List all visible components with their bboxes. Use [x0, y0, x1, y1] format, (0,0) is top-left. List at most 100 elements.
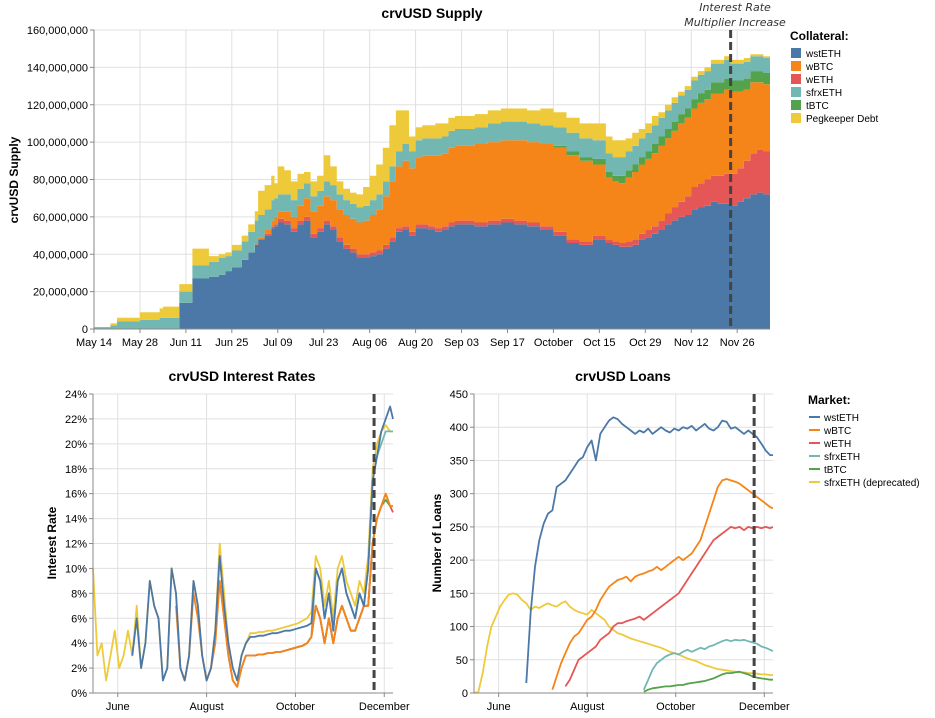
collateral-legend-title: Collateral: — [790, 29, 849, 43]
loans-xtick-label: August — [570, 701, 604, 713]
supply-xtick-label: Sep 17 — [490, 337, 525, 349]
rates-ytick-label: 4% — [71, 638, 87, 650]
legend-swatch-pegkeeper-debt — [791, 113, 801, 123]
rates-ytick-label: 22% — [65, 414, 87, 426]
loans-axes: 0 50 100 150 200 250 300 350 400 450 June August Oct… — [450, 389, 790, 713]
legend-swatch-tbtc — [791, 100, 801, 110]
loans-ytick-label: 450 — [450, 389, 468, 401]
supply-axes: 0 20,000,000 40,000,000 60,000,000 80,000,00… — [27, 25, 770, 349]
legend-label-tbtc: tBTC — [806, 101, 829, 112]
legend-label-wsteth: wstETH — [805, 49, 841, 60]
supply-ytick-label: 0 — [82, 324, 88, 336]
supply-chart-title: crvUSD Supply — [381, 5, 482, 21]
legend-swatch-sfrxeth — [791, 87, 801, 97]
loans-ytick-label: 300 — [450, 489, 468, 501]
supply-xtick-label: Nov 26 — [720, 337, 755, 349]
market-legend-label-weth: wETH — [823, 439, 851, 450]
supply-area-sfrxeth — [94, 56, 770, 329]
rates-ytick-label: 18% — [65, 464, 87, 476]
supply-ytick-label: 40,000,000 — [33, 249, 88, 261]
market-legend-label-wsteth: wstETH — [823, 413, 859, 424]
market-legend-label-tbtc: tBTC — [824, 465, 847, 476]
market-legend: Market: wstETH wBTC wETH sfrxETH tBTC sfrxETH … — [808, 393, 920, 489]
supply-xtick-label: Sep 03 — [444, 337, 479, 349]
annotation-line-1: Interest Rate — [699, 1, 771, 14]
loans-chart: crvUSD Loans Number of Loans 0 50 100 150 20… — [430, 368, 920, 713]
supply-ytick-label: 100,000,000 — [27, 137, 88, 149]
supply-xtick-label: May 14 — [76, 337, 112, 349]
supply-ytick-label: 80,000,000 — [33, 175, 88, 187]
rates-ytick-label: 14% — [65, 514, 87, 526]
supply-xtick-label: Oct 15 — [583, 337, 615, 349]
supply-xtick-label: Jul 23 — [309, 337, 338, 349]
supply-area-tbtc — [94, 71, 770, 329]
rates-ytick-label: 20% — [65, 439, 87, 451]
supply-xtick-label: Oct 29 — [629, 337, 661, 349]
loans-ytick-label: 150 — [450, 588, 468, 600]
supply-xtick-label: Aug 20 — [398, 337, 433, 349]
rates-line-wsteth — [131, 405, 394, 682]
rates-xtick-label: December — [359, 701, 410, 713]
rates-lines — [92, 405, 394, 688]
supply-area-wsteth — [94, 192, 770, 329]
rates-ytick-label: 12% — [65, 539, 87, 551]
loans-y-axis-title: Number of Loans — [430, 493, 444, 592]
supply-chart: crvUSD Supply crvUSD Supply 0 20,000,000 4… — [7, 1, 878, 349]
supply-ytick-label: 160,000,000 — [27, 25, 88, 37]
rates-ytick-label: 2% — [71, 663, 87, 675]
supply-ytick-label: 20,000,000 — [33, 287, 88, 299]
rates-chart-title: crvUSD Interest Rates — [168, 368, 315, 384]
rates-axes: 0% 2% 4% 6% 8% 10% 12% 14% 16% 18% 20% 22% 24% June Au… — [65, 389, 410, 713]
market-legend-label-sfrxeth-deprecated: sfrxETH (deprecated) — [824, 478, 920, 489]
loans-gridlines — [474, 393, 773, 694]
rates-line-wbtc — [175, 492, 393, 688]
rates-chart: crvUSD Interest Rates Interest Rate 0% 2%… — [45, 368, 410, 713]
rates-gridlines — [93, 393, 393, 694]
rates-ytick-label: 24% — [65, 389, 87, 401]
supply-ytick-label: 140,000,000 — [27, 62, 88, 74]
annotation-line-2: Multiplier Increase — [684, 16, 786, 29]
rates-ytick-label: 8% — [71, 588, 87, 600]
supply-xtick-label: Jun 25 — [215, 337, 248, 349]
loans-ytick-label: 350 — [450, 455, 468, 467]
loans-ytick-label: 200 — [450, 555, 468, 567]
legend-label-pegkeeper-debt: Pegkeeper Debt — [806, 114, 878, 125]
rates-xtick-label: October — [276, 701, 315, 713]
legend-swatch-wsteth — [791, 48, 801, 58]
loans-ytick-label: 50 — [456, 655, 468, 667]
supply-ytick-label: 60,000,000 — [33, 212, 88, 224]
legend-label-sfrxeth: sfrxETH — [806, 88, 842, 99]
supply-xtick-label: Jun 11 — [170, 337, 202, 349]
market-legend-label-sfrxeth: sfrxETH — [824, 452, 860, 463]
loans-chart-title: crvUSD Loans — [575, 368, 671, 384]
rates-ytick-label: 6% — [71, 613, 87, 625]
rates-ytick-label: 10% — [65, 563, 87, 575]
legend-swatch-wbtc — [791, 61, 801, 71]
loans-ytick-label: 250 — [450, 522, 468, 534]
supply-xtick-label: Jul 09 — [263, 337, 292, 349]
market-legend-label-wbtc: wBTC — [823, 426, 851, 437]
supply-y-axis-title: crvUSD Supply — [7, 136, 21, 223]
rates-ytick-label: 0% — [71, 688, 87, 700]
loans-line-wsteth — [525, 416, 773, 684]
rates-ytick-label: 16% — [65, 489, 87, 501]
supply-xtick-label: Aug 06 — [352, 337, 387, 349]
supply-xtick-label: Nov 12 — [674, 337, 709, 349]
loans-line-sfrxeth — [642, 638, 774, 691]
supply-xtick-label: May 28 — [122, 337, 158, 349]
loans-lines — [473, 416, 774, 694]
loans-xtick-label: December — [739, 701, 790, 713]
legend-label-wbtc: wBTC — [805, 62, 833, 73]
supply-stacked-areas — [94, 54, 770, 329]
loans-ytick-label: 400 — [450, 422, 468, 434]
collateral-legend: Collateral: wstETH wBTC wETH sfrxETH tBTC Pegk… — [790, 29, 878, 125]
loans-line-weth — [564, 526, 774, 687]
rates-xtick-label: August — [189, 701, 223, 713]
loans-ytick-label: 100 — [450, 622, 468, 634]
rates-y-axis-title: Interest Rate — [45, 506, 59, 579]
supply-xtick-label: October — [534, 337, 573, 349]
legend-label-weth: wETH — [805, 75, 833, 86]
supply-ytick-label: 120,000,000 — [27, 100, 88, 112]
loans-ytick-label: 0 — [462, 688, 468, 700]
